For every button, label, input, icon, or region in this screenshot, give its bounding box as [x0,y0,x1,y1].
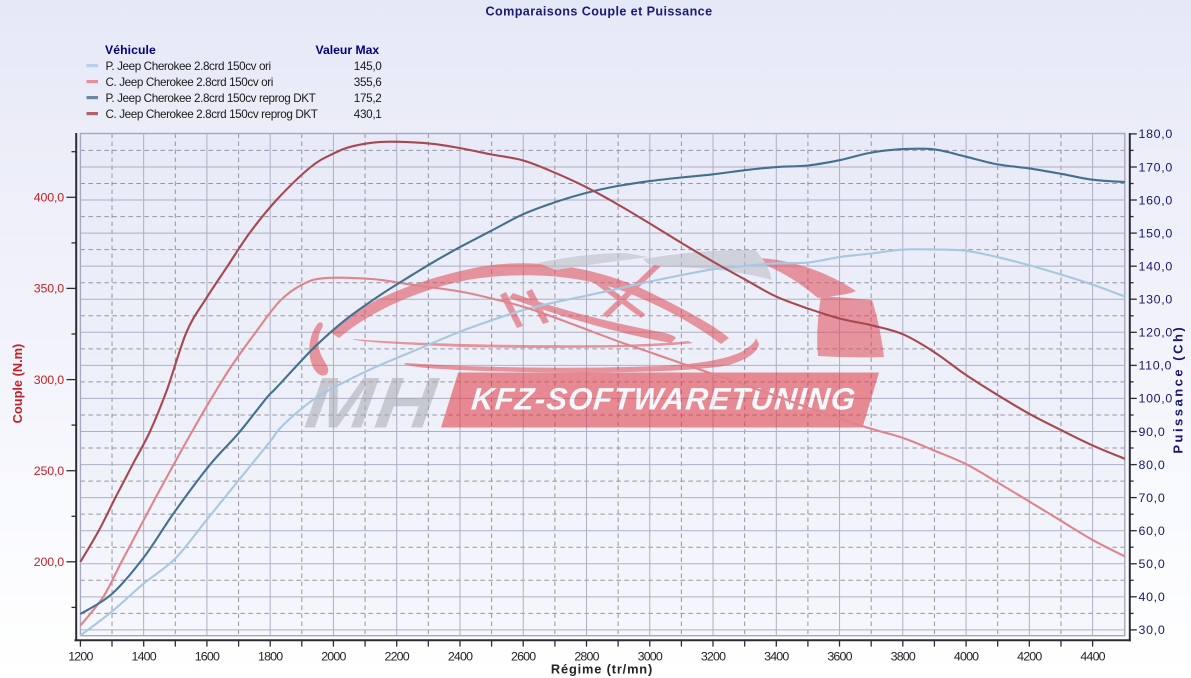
svg-text:30,0: 30,0 [1139,623,1166,637]
svg-text:4200: 4200 [1017,650,1042,664]
svg-text:2800: 2800 [574,650,599,664]
svg-text:C. Jeep Cherokee 2.8crd 150cv: C. Jeep Cherokee 2.8crd 150cv ori [106,76,273,89]
svg-text:2200: 2200 [385,650,410,664]
svg-text:4400: 4400 [1080,650,1105,664]
svg-text:70,0: 70,0 [1139,491,1166,505]
svg-text:90,0: 90,0 [1139,425,1166,439]
svg-text:1600: 1600 [195,650,220,664]
svg-text:80,0: 80,0 [1139,458,1166,472]
svg-text:1200: 1200 [68,650,93,664]
svg-text:2600: 2600 [511,650,536,664]
svg-text:Valeur Max: Valeur Max [316,43,380,57]
svg-text:180,0: 180,0 [1139,127,1174,141]
svg-text:1400: 1400 [132,650,157,664]
svg-text:250,0: 250,0 [34,464,65,478]
svg-text:Couple (N.m): Couple (N.m) [10,344,25,424]
svg-text:C. Jeep Cherokee 2.8crd 150cv: C. Jeep Cherokee 2.8crd 150cv reprog DKT [106,108,318,121]
svg-text:350,0: 350,0 [34,282,65,296]
svg-text:Puissance (Ch): Puissance (Ch) [1170,325,1185,454]
svg-text:P. Jeep Cherokee 2.8crd 150cv: P. Jeep Cherokee 2.8crd 150cv reprog DKT [106,92,316,105]
svg-text:2400: 2400 [448,650,473,664]
svg-text:400,0: 400,0 [34,191,65,205]
svg-text:3800: 3800 [891,650,916,664]
svg-text:Véhicule: Véhicule [105,43,156,57]
svg-text:60,0: 60,0 [1139,524,1166,538]
svg-text:3000: 3000 [638,650,663,664]
svg-text:130,0: 130,0 [1139,293,1174,307]
svg-text:P. Jeep Cherokee 2.8crd 150cv: P. Jeep Cherokee 2.8crd 150cv ori [106,60,271,73]
svg-text:160,0: 160,0 [1139,193,1174,207]
svg-text:170,0: 170,0 [1139,160,1174,174]
svg-text:1800: 1800 [258,650,283,664]
svg-text:3400: 3400 [764,650,789,664]
svg-text:100,0: 100,0 [1139,392,1174,406]
svg-text:4000: 4000 [954,650,979,664]
svg-text:3600: 3600 [827,650,852,664]
svg-text:2000: 2000 [321,650,346,664]
svg-text:355,6: 355,6 [354,76,382,89]
svg-text:40,0: 40,0 [1139,590,1166,604]
svg-text:150,0: 150,0 [1139,226,1174,240]
svg-text:145,0: 145,0 [354,60,383,73]
svg-text:120,0: 120,0 [1139,326,1174,340]
svg-text:MH: MH [301,363,443,443]
svg-text:430,1: 430,1 [354,108,382,121]
svg-text:175,2: 175,2 [354,92,382,105]
svg-text:Comparaisons Couple et Puissan: Comparaisons Couple et Puissance [486,5,713,19]
svg-text:Régime (tr/mn): Régime (tr/mn) [551,662,653,677]
svg-text:300,0: 300,0 [34,373,65,387]
svg-text:110,0: 110,0 [1139,359,1173,373]
svg-text:50,0: 50,0 [1139,557,1166,571]
svg-text:KFZ-SOFTWARETUNING: KFZ-SOFTWARETUNING [470,382,858,417]
svg-text:200,0: 200,0 [34,555,65,569]
svg-text:140,0: 140,0 [1139,260,1174,274]
svg-text:3200: 3200 [701,650,726,664]
